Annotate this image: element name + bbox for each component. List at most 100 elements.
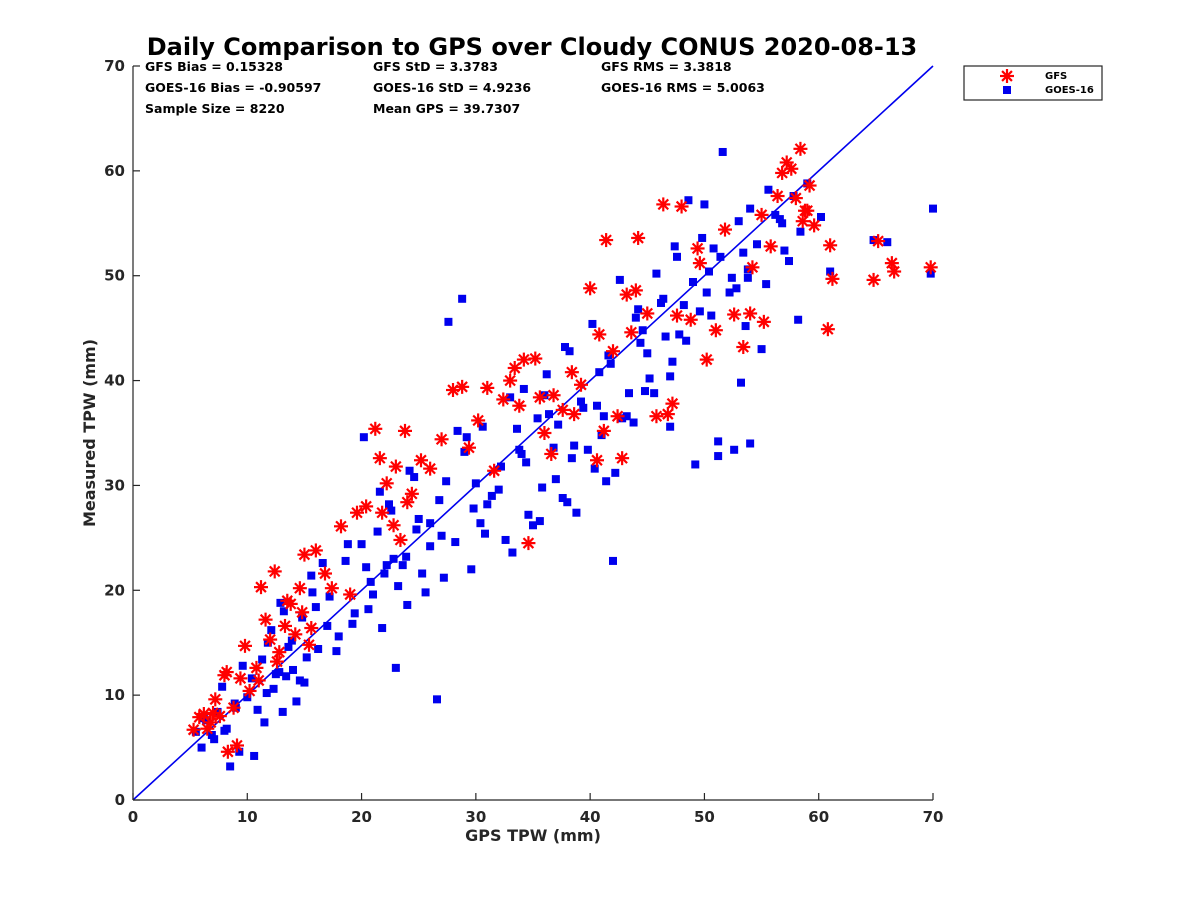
one-to-one-line: [132, 65, 934, 801]
goes16-point: [670, 242, 679, 251]
goes16-point: [817, 212, 825, 221]
gfs-point: [532, 390, 547, 405]
goes16-point: [308, 588, 317, 597]
goes16-point: [235, 747, 244, 756]
gfs-point: [807, 218, 822, 233]
goes16-point: [435, 496, 444, 505]
goes16-point: [675, 330, 684, 339]
goes16-point: [673, 252, 681, 261]
goes16-point: [643, 349, 652, 358]
goes16-point: [705, 267, 713, 276]
goes16-point: [609, 556, 617, 565]
gfs-point: [434, 432, 449, 447]
goes16-point: [453, 426, 462, 435]
gfs-point: [770, 189, 785, 204]
gfs-point: [254, 580, 268, 595]
goes16-point: [702, 288, 711, 297]
goes16-point: [551, 475, 560, 484]
x-tick-label: 40: [580, 808, 601, 826]
goes16-point: [418, 569, 427, 578]
goes16-point: [247, 674, 256, 683]
goes16-point: [207, 730, 216, 739]
goes16-point: [778, 219, 787, 228]
gfs-point: [272, 645, 287, 660]
goes16-point: [652, 269, 661, 278]
y-tick-label: 60: [104, 162, 125, 180]
goes16-point: [645, 374, 654, 383]
gfs-point: [793, 141, 808, 156]
gfs-point: [619, 287, 634, 302]
gfs-point: [219, 665, 234, 680]
goes16-point: [732, 284, 741, 293]
goes16-point: [631, 313, 640, 322]
goes16-point: [343, 540, 352, 549]
goes16-point: [597, 431, 606, 440]
goes16-point: [583, 445, 592, 454]
y-axis-label: Measured TPW (mm): [80, 339, 99, 527]
goes16-point: [684, 196, 693, 205]
x-axis-label: GPS TPW (mm): [465, 826, 601, 845]
goes16-point: [659, 294, 668, 303]
gfs-point: [727, 307, 742, 322]
goes16-point: [357, 540, 366, 549]
goes16-point: [210, 735, 219, 744]
gfs-point: [292, 581, 307, 596]
legend-goes16-marker: [1003, 86, 1011, 94]
goes16-point: [540, 391, 549, 400]
goes16-point: [695, 307, 704, 316]
goes16-point: [764, 185, 773, 194]
gfs-point: [610, 409, 625, 424]
gfs-point: [656, 197, 671, 212]
goes16-point: [657, 298, 665, 307]
gfs-point: [512, 398, 527, 413]
gfs-point: [567, 407, 582, 422]
goes16-point: [258, 655, 267, 664]
gfs-point: [887, 264, 902, 279]
goes16-point: [220, 726, 229, 735]
goes16-point: [545, 410, 553, 419]
gfs-point: [564, 365, 579, 380]
goes16-point: [734, 217, 743, 226]
gfs-point: [574, 377, 588, 392]
goes16-point: [538, 483, 547, 492]
goes16-point: [698, 233, 707, 242]
goes16-point: [714, 437, 723, 446]
goes16-point: [682, 336, 691, 345]
goes16-point: [590, 464, 599, 473]
goes16-point: [730, 445, 739, 454]
goes16-point: [796, 227, 805, 236]
goes16-point: [318, 559, 327, 568]
gfs-point: [208, 692, 223, 707]
annotation-goes-bias: GOES-16 Bias = -0.90597: [145, 80, 321, 95]
x-ticks-group: 0 10 20 30 40 50 60 70: [128, 793, 943, 826]
series-gfs-group: [186, 141, 938, 759]
goes16-point: [380, 569, 389, 578]
goes16-point: [250, 751, 259, 760]
x-tick-label: 0: [128, 808, 138, 826]
gfs-point: [496, 392, 511, 407]
goes16-point: [469, 504, 478, 513]
gfs-point: [823, 238, 838, 253]
goes16-point: [359, 433, 368, 442]
goes16-point: [462, 433, 471, 442]
gfs-point: [606, 344, 620, 359]
gfs-point: [516, 352, 531, 367]
gfs-point: [592, 327, 607, 342]
gfs-point: [690, 241, 705, 256]
goes16-point: [522, 458, 531, 467]
gfs-point: [230, 738, 244, 753]
goes16-point: [437, 531, 446, 540]
goes16-point: [595, 368, 604, 377]
x-tick-label: 30: [465, 808, 486, 826]
gfs-point: [784, 161, 799, 176]
gfs-point: [455, 379, 470, 394]
goes16-point: [350, 609, 359, 618]
goes16-point: [757, 345, 766, 354]
gfs-point: [343, 587, 358, 602]
gfs-point: [631, 230, 646, 245]
x-tick-label: 60: [808, 808, 829, 826]
gfs-point: [923, 260, 938, 275]
legend-gfs-asterisk: [1000, 69, 1014, 83]
gfs-point: [583, 281, 598, 296]
